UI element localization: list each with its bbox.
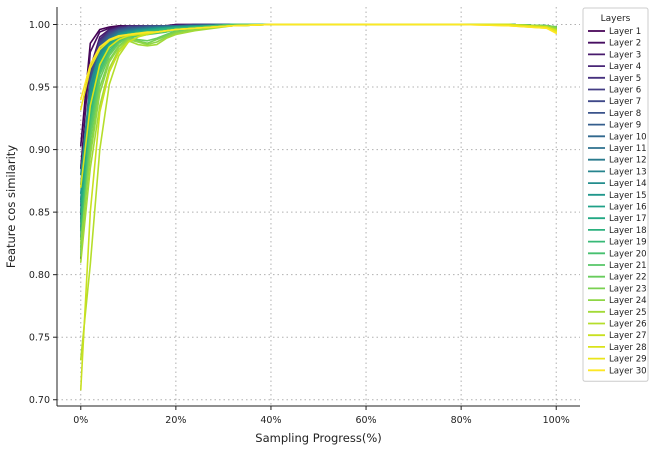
legend-title: Layers <box>601 14 631 24</box>
legend-label: Layer 14 <box>609 179 647 189</box>
y-ticks: 0.70 0.75 0.80 0.85 0.90 0.95 1.00 <box>29 20 57 406</box>
legend-label: Layer 6 <box>609 86 641 96</box>
legend-label: Layer 7 <box>609 97 641 107</box>
axes <box>56 7 580 407</box>
legend-label: Layer 18 <box>609 226 647 236</box>
series-line-layer-30 <box>79 23 558 101</box>
x-axis-title: Sampling Progress(%) <box>255 431 381 445</box>
legend-label: Layer 27 <box>609 331 647 341</box>
y-tick-label: 0.75 <box>29 333 50 344</box>
legend-label: Layer 12 <box>609 156 647 166</box>
legend-label: Layer 21 <box>609 261 647 271</box>
legend-label: Layer 11 <box>609 144 647 154</box>
y-tick-label: 1.00 <box>29 20 50 31</box>
legend-label: Layer 1 <box>609 27 641 37</box>
x-tick-label: 60% <box>355 415 376 426</box>
x-ticks: 0% 20% 40% 60% 80% 100% <box>73 406 570 426</box>
legend-label: Layer 15 <box>609 191 647 201</box>
legend-label: Layer 26 <box>609 320 647 330</box>
legend-label: Layer 10 <box>609 132 647 142</box>
y-tick-label: 0.80 <box>29 270 50 281</box>
legend-label: Layer 19 <box>609 238 647 248</box>
legend-label: Layer 24 <box>609 296 647 306</box>
y-tick-label: 0.85 <box>29 208 50 219</box>
x-tick-label: 80% <box>451 415 472 426</box>
legend-label: Layer 29 <box>609 355 647 365</box>
x-tick-label: 0% <box>73 415 88 426</box>
y-tick-label: 0.95 <box>29 83 50 94</box>
legend-label: Layer 20 <box>609 249 647 259</box>
y-tick-label: 0.90 <box>29 145 50 156</box>
x-tick-label: 100% <box>543 415 570 426</box>
legend-label: Layer 30 <box>609 366 647 376</box>
series-lines <box>79 23 558 391</box>
y-axis-title: Feature cos similarity <box>4 145 18 268</box>
legend-label: Layer 25 <box>609 308 647 318</box>
legend-label: Layer 22 <box>609 273 647 283</box>
x-tick-label: 20% <box>165 415 186 426</box>
legend-label: Layer 9 <box>609 121 641 131</box>
x-tick-label: 40% <box>260 415 281 426</box>
legend-label: Layer 3 <box>609 50 641 60</box>
legend-label: Layer 23 <box>609 284 647 294</box>
legend-label: Layer 2 <box>609 39 641 49</box>
legend-label: Layer 28 <box>609 343 647 353</box>
legend-label: Layer 13 <box>609 167 647 177</box>
legend-label: Layer 8 <box>609 109 641 119</box>
legend-label: Layer 17 <box>609 214 647 224</box>
legend-label: Layer 16 <box>609 203 647 213</box>
legend-label: Layer 5 <box>609 74 641 84</box>
y-tick-label: 0.70 <box>29 395 50 406</box>
legend-label: Layer 4 <box>609 62 641 72</box>
